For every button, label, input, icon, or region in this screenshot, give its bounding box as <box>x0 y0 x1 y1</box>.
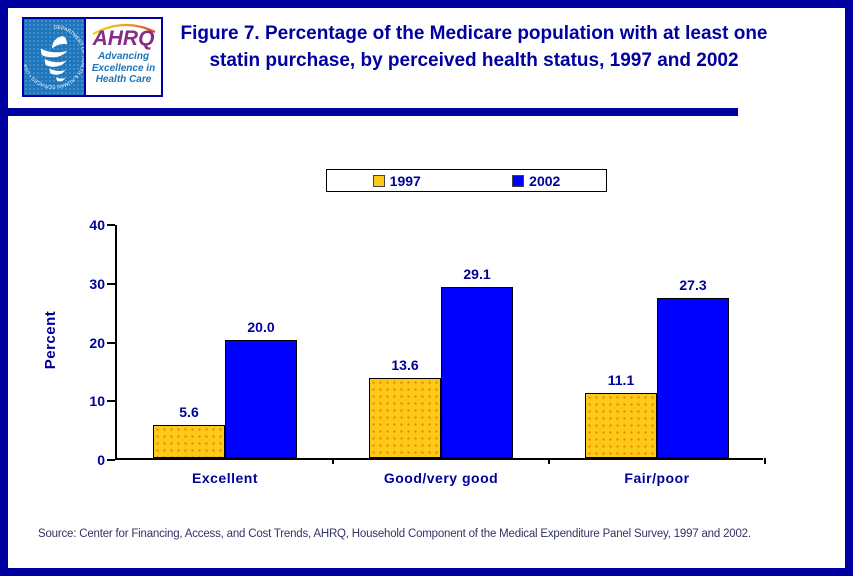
legend-item-1997: 1997 <box>372 172 421 189</box>
hhs-logo: DEPARTMENT OF HEALTH & HUMAN SERVICES • … <box>24 19 86 95</box>
agency-logo: DEPARTMENT OF HEALTH & HUMAN SERVICES • … <box>22 17 163 97</box>
category-label-Excellent: Excellent <box>192 470 258 486</box>
source-note: Source: Center for Financing, Access, an… <box>38 528 751 540</box>
legend-item-2002: 2002 <box>512 173 560 189</box>
y-tick-mark-20 <box>107 341 115 344</box>
figure-title: Figure 7. Percentage of the Medicare pop… <box>180 23 768 71</box>
y-tick-label-30: 30 <box>89 275 105 292</box>
bar-value-2002-Fair/poor: 27.3 <box>679 277 707 293</box>
x-tick-mark-3 <box>764 458 766 464</box>
plot-area: 0 10 20 30 40 5.6 20.0 Excellent 13.6 29.1 Good/ve… <box>89 217 766 486</box>
y-tick-label-40: 40 <box>89 217 105 233</box>
ahrq-arc-icon <box>91 23 155 35</box>
ahrq-acronym: AHRQ <box>92 27 155 50</box>
y-tick-mark-40 <box>107 224 115 226</box>
y-axis-title: Percent <box>42 310 59 370</box>
bar-value-1997-Good/very good: 13.6 <box>391 357 419 373</box>
y-tick-label-0: 0 <box>97 452 105 468</box>
category-label-Good/very good: Good/very good <box>383 470 499 486</box>
bar-2002-Fair/poor <box>657 298 729 458</box>
ahrq-tagline: Advancing Excellence in Health Care <box>91 51 156 85</box>
x-tick-mark-1 <box>332 458 334 464</box>
hhs-eagle-icon: DEPARTMENT OF HEALTH & HUMAN SERVICES • … <box>24 24 84 89</box>
y-tick-mark-30 <box>107 282 115 285</box>
title-divider-rule <box>8 108 738 116</box>
bar-value-1997-Fair/poor: 11.1 <box>607 372 635 388</box>
legend-swatch-1997 <box>372 174 385 187</box>
bar-1997-Good/very good <box>369 378 441 458</box>
legend-swatch-2002 <box>512 174 525 187</box>
legend-label-2002: 2002 <box>529 172 561 189</box>
y-tick-mark-0 <box>107 459 115 461</box>
y-tick-mark-10 <box>107 400 115 403</box>
bar-2002-Good/very good <box>441 287 513 458</box>
legend-label-1997: 1997 <box>389 172 421 189</box>
bar-value-2002-Excellent: 20.0 <box>247 319 275 335</box>
x-tick-mark-2 <box>548 458 550 464</box>
bar-1997-Excellent <box>153 425 225 458</box>
y-tick-label-20: 20 <box>89 334 105 351</box>
legend: 1997 2002 <box>326 169 607 192</box>
plot-wrap: 0 10 20 30 40 5.6 20.0 Excellent 13.6 29.1 Good/ve… <box>89 217 766 486</box>
y-tick-label-10: 10 <box>89 393 105 410</box>
bar-1997-Fair/poor <box>585 393 657 458</box>
page-content: DEPARTMENT OF HEALTH & HUMAN SERVICES • … <box>8 8 845 568</box>
ahrq-logo: AHRQ Advancing Excellence in Health Care <box>86 19 161 95</box>
category-label-Fair/poor: Fair/poor <box>624 470 690 486</box>
bar-2002-Excellent <box>225 340 297 458</box>
bar-value-2002-Good/very good: 29.1 <box>463 266 491 282</box>
bar-value-1997-Excellent: 5.6 <box>179 404 199 420</box>
